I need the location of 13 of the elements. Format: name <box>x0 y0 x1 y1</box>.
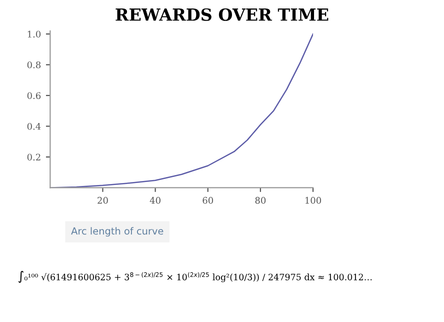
text: Arc length of curve <box>71 227 164 237</box>
x-tick-label: 60 <box>202 196 214 204</box>
x-tick-label: 20 <box>98 196 108 204</box>
x-tick-label: 80 <box>255 196 266 204</box>
x-tick-label: 100 <box>306 196 322 204</box>
y-tick-label: 0.4 <box>27 122 41 130</box>
x-tick-label: 40 <box>150 196 160 204</box>
text: ∫₀¹⁰⁰ √(61491600625 + 3$^{8−(2x)/25}$ × 10$^{(2x)/25}$ log²(10/3)) / 247975 dx ≈ 100.012… <box>18 270 372 283</box>
y-tick-label: 0.2 <box>27 154 40 161</box>
chart-title: REWARDS OVER TIME <box>116 8 328 21</box>
y-tick-label: 1.0 <box>28 30 41 38</box>
y-tick-label: 0.6 <box>27 92 41 100</box>
y-tick-label: 0.8 <box>27 61 41 68</box>
